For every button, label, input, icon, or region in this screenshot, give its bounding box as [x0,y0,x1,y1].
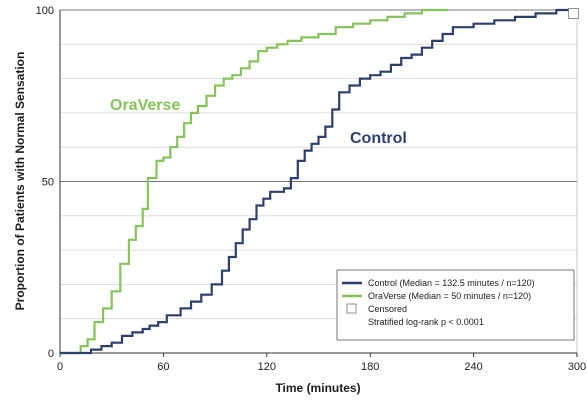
legend-text-pvalue: Stratified log-rank p < 0.0001 [368,317,484,327]
legend-censored-marker [346,303,357,314]
legend: Control (Median = 132.5 minutes / n=120)… [336,269,575,341]
x-tick-label: 300 [568,361,586,373]
axes [59,10,577,354]
y-tick-label: 100 [36,5,54,17]
grid [60,9,578,353]
series-label-control: Control [350,130,407,147]
x-tick-label: 120 [258,361,276,373]
x-ticks: 0 60 120 180 240 300 [57,353,586,373]
legend-text-oraverse: OraVerse (Median = 50 minutes / n=120) [368,291,531,301]
legend-text-censored: Censored [368,304,407,314]
x-tick-label: 180 [361,361,379,373]
censored-marks [568,8,579,19]
y-tick-label: 50 [42,177,54,189]
y-axis-label: Proportion of Patients with Normal Sensa… [13,52,27,311]
y-tick-label: 0 [48,348,54,360]
legend-box [336,269,575,341]
x-tick-label: 0 [57,361,63,373]
x-tick-label: 240 [464,361,482,373]
x-tick-label: 60 [157,361,169,373]
y-ticks: 0 50 100 [36,5,54,360]
series-line-oraverse [60,8,448,355]
series-line-control [60,8,577,355]
series [60,8,577,355]
series-label-oraverse: OraVerse [110,97,180,114]
censored-marker [568,8,579,19]
x-axis-label: Time (minutes) [275,381,360,395]
legend-text-control: Control (Median = 132.5 minutes / n=120) [368,278,535,288]
